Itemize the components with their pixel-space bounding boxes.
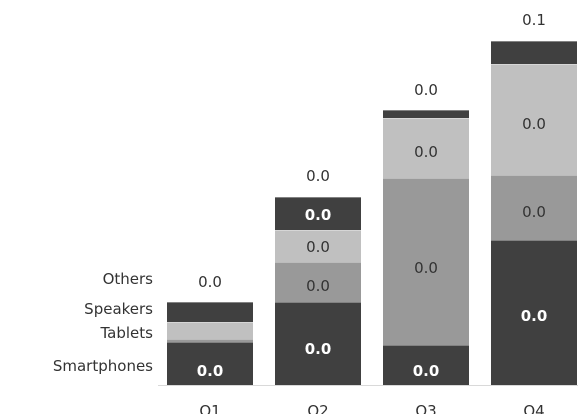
data-label-speakers-q3: 0.0	[414, 143, 438, 161]
data-label-speakers-q2: 0.0	[306, 238, 330, 256]
bar-segment-others-q1[interactable]	[167, 302, 253, 322]
data-label-others-q2: 0.0	[305, 206, 332, 224]
bar-segment-smartphones-q3[interactable]	[383, 345, 469, 385]
bar-segment-speakers-q1[interactable]	[167, 322, 253, 339]
bar-segment-speakers-q4[interactable]	[491, 64, 577, 175]
data-label-smartphones-q1: 0.0	[197, 362, 224, 380]
data-label-smartphones-q3: 0.0	[413, 362, 440, 380]
x-tick-label-q4: Q4	[523, 402, 544, 414]
bar-segment-tablets-q4[interactable]	[491, 175, 577, 240]
data-label-speakers-q4: 0.0	[522, 115, 546, 133]
bar-segment-others-q2[interactable]	[275, 197, 361, 230]
bar-segment-others-q4[interactable]	[491, 41, 577, 64]
total-label-q2: 0.0	[306, 167, 330, 185]
total-label-q4: 0.1	[522, 11, 546, 29]
bar-segment-speakers-q2[interactable]	[275, 230, 361, 262]
data-label-smartphones-q2: 0.0	[305, 340, 332, 358]
x-tick-label-q1: Q1	[199, 402, 220, 414]
legend-label-smartphones: Smartphones	[53, 357, 153, 375]
total-label-q1: 0.0	[198, 273, 222, 291]
data-label-smartphones-q4: 0.0	[521, 307, 548, 325]
bar-segment-tablets-q2[interactable]	[275, 262, 361, 302]
bar-segment-others-q3[interactable]	[383, 110, 469, 118]
data-label-tablets-q3: 0.0	[414, 259, 438, 277]
legend-label-others: Others	[103, 270, 154, 288]
legend-label-tablets: Tablets	[100, 324, 154, 342]
bar-segment-smartphones-q4[interactable]	[491, 240, 577, 385]
total-label-q3: 0.0	[414, 81, 438, 99]
bar-segment-tablets-q3[interactable]	[383, 178, 469, 345]
bar-segment-smartphones-q1[interactable]	[167, 342, 253, 385]
data-label-tablets-q4: 0.0	[522, 203, 546, 221]
x-tick-label-q3: Q3	[415, 402, 436, 414]
data-label-tablets-q2: 0.0	[306, 277, 330, 295]
bar-segment-tablets-q1[interactable]	[167, 339, 253, 342]
legend-label-speakers: Speakers	[84, 300, 153, 318]
bar-segment-smartphones-q2[interactable]	[275, 302, 361, 385]
bar-segment-speakers-q3[interactable]	[383, 118, 469, 178]
x-tick-label-q2: Q2	[307, 402, 328, 414]
